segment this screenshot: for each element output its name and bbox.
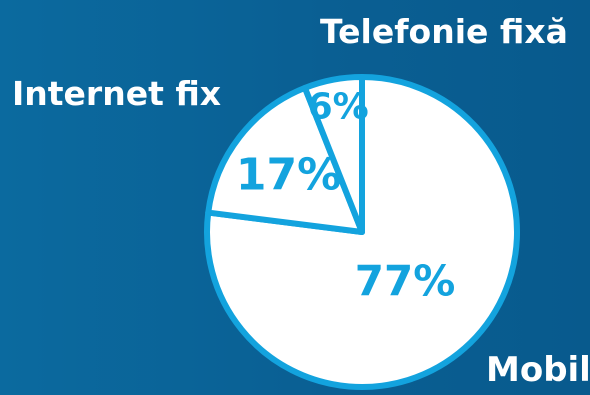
pie-slice-internet-fix [205, 84, 365, 235]
value-label-mobil: 77% [355, 256, 456, 305]
value-label-internet-fix: 17% [236, 149, 341, 200]
pie-slice-telefonie-fix- [301, 74, 365, 235]
value-label-telefonie-fix-: 6% [308, 87, 369, 128]
category-label-mobil: Mobil [486, 350, 590, 390]
category-label-telefonie-fixa: Telefonie fixă [320, 12, 568, 51]
pie-slice-mobil [204, 74, 520, 390]
category-label-internet-fix: Internet fix [12, 74, 222, 113]
